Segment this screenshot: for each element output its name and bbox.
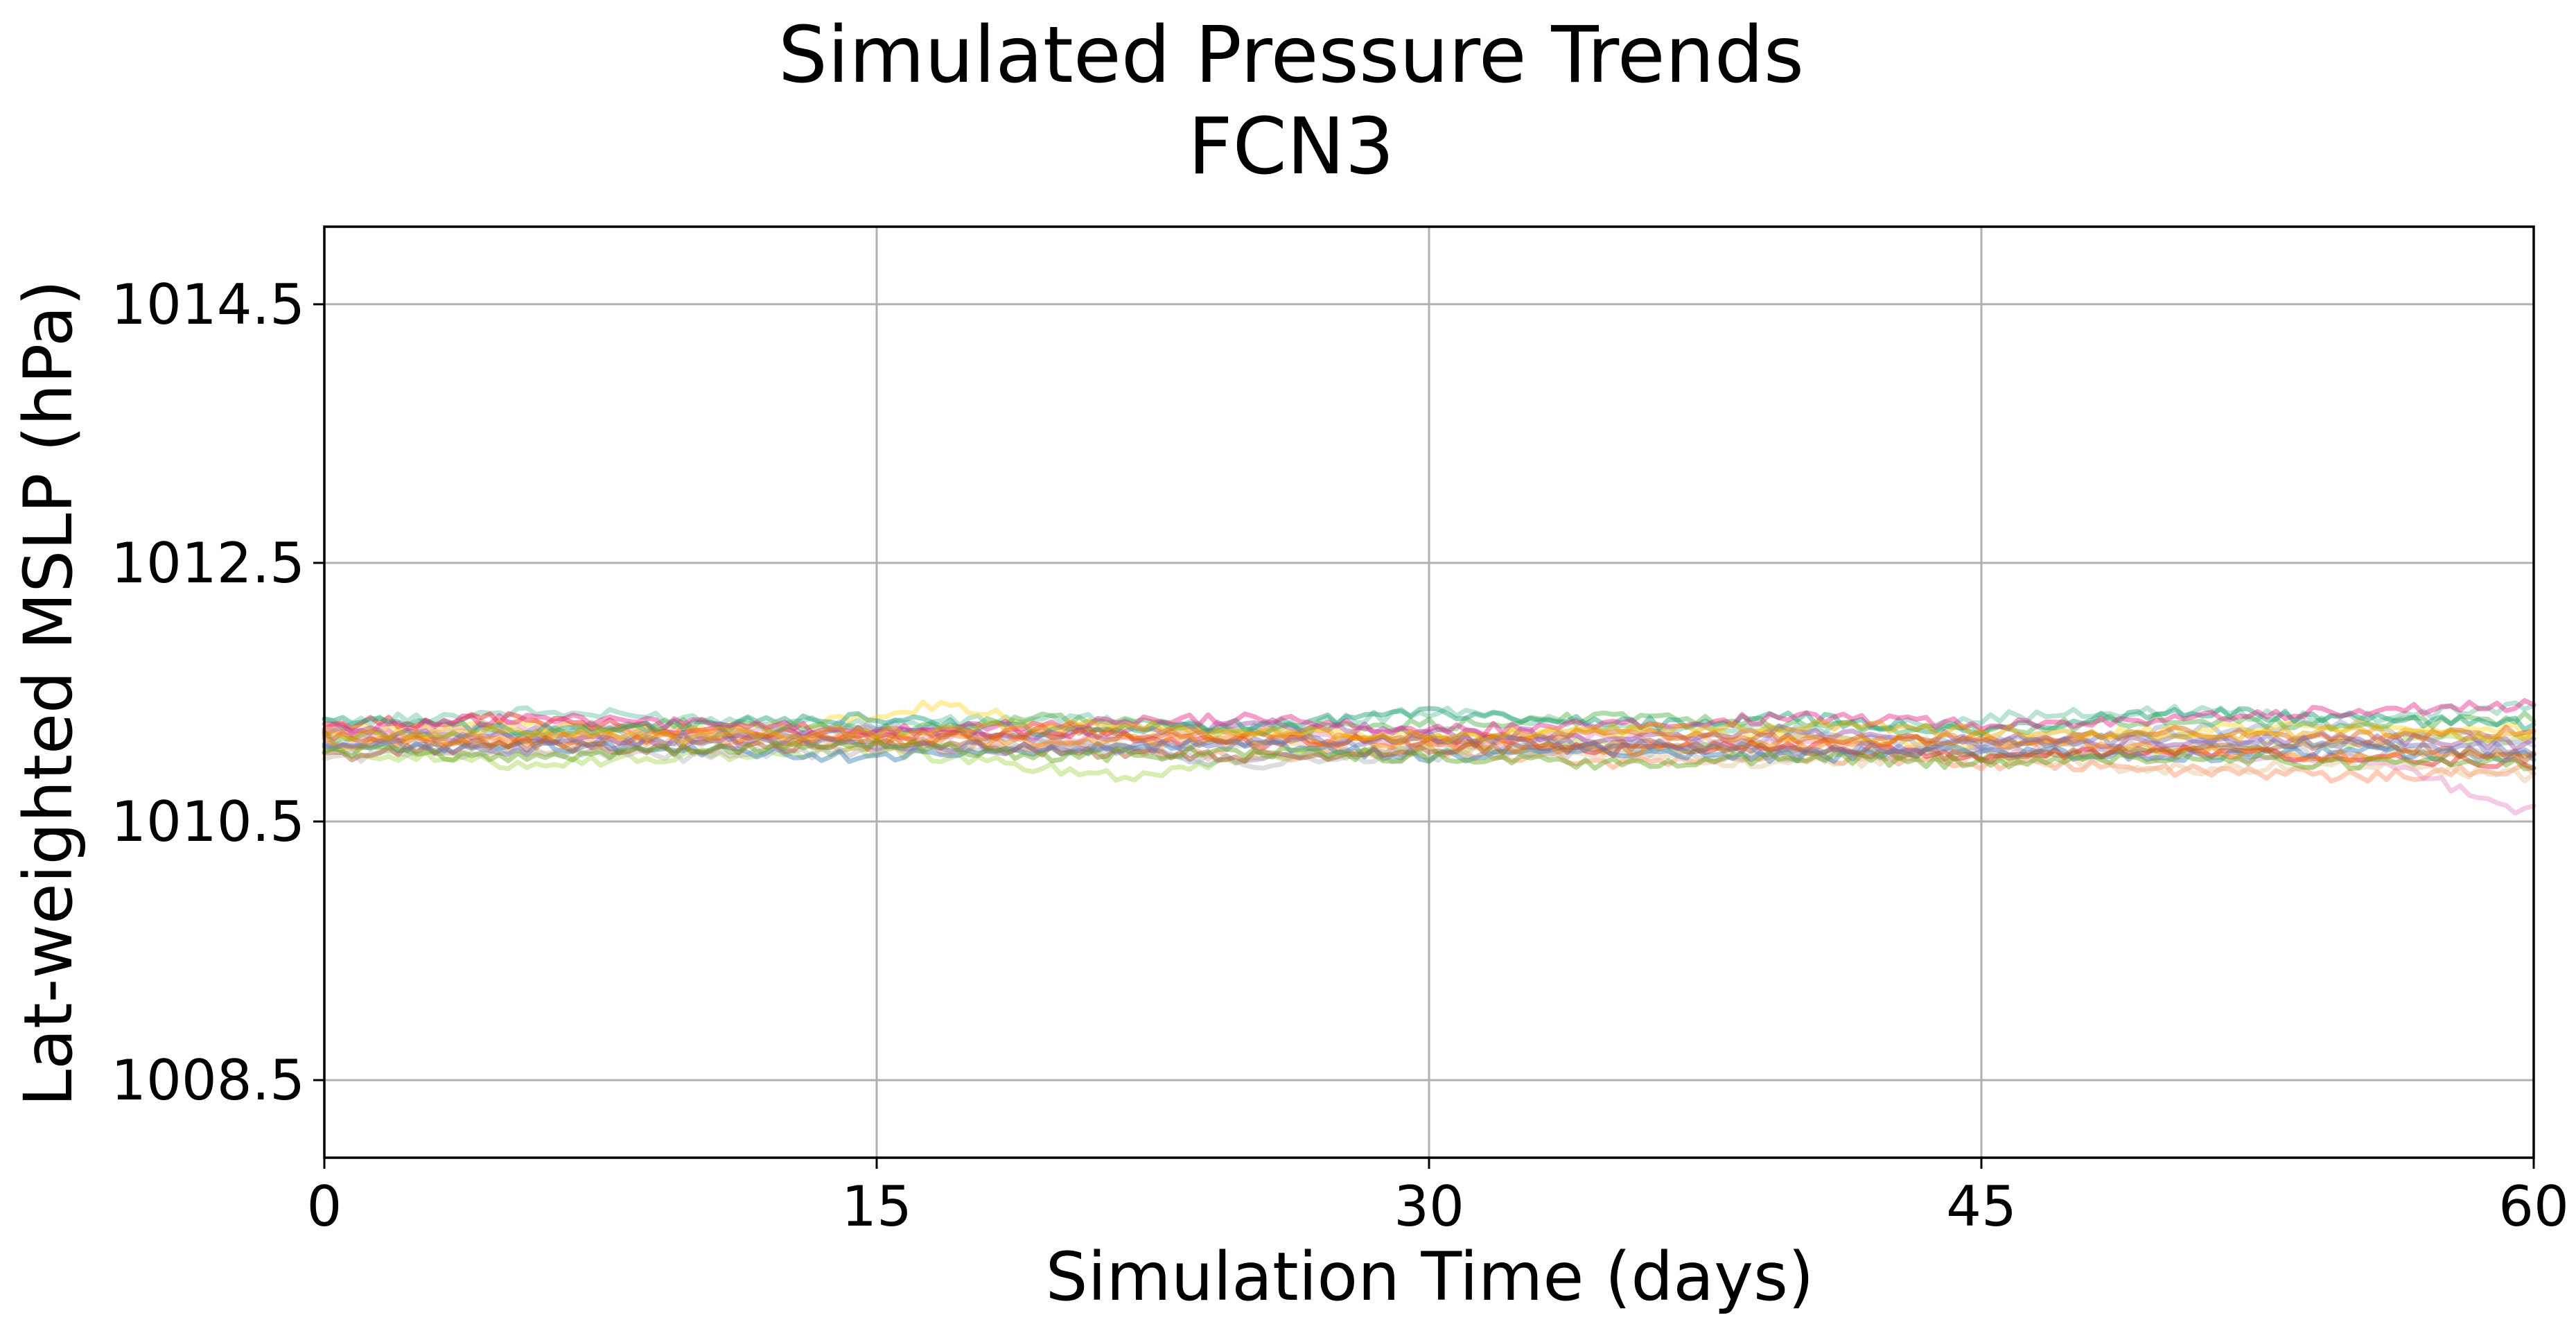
ensemble-member-line [322,731,2536,783]
ensemble-member-line [322,724,2536,752]
ensemble-member-line [322,698,2536,738]
grid-lines [323,227,2535,1158]
ensemble-member-line [322,711,2536,771]
y-tick-label: 1012.5 [111,531,305,595]
series-lines [322,698,2536,816]
ensemble-member-line [322,737,2536,765]
x-tick-label: 30 [1394,1174,1464,1239]
chart-title: Simulated Pressure Trends [778,10,1804,101]
axis-ticks: 0 15 30 45 60 1008.5 1010.5 1012.5 1014.5 [111,272,2569,1239]
ensemble-member-line [322,717,2536,768]
x-tick-label: 15 [841,1174,912,1239]
ensemble-member-line [322,700,2536,739]
y-tick-label: 1014.5 [111,272,305,337]
ensemble-member-line [322,738,2536,771]
ensemble-member-line [322,730,2536,784]
ensemble-member-line [322,718,2536,746]
ensemble-member-line [322,729,2536,758]
ensemble-member-line [322,717,2536,751]
ensemble-member-line [322,699,2536,751]
x-tick-label: 45 [1946,1174,2017,1239]
ensemble-member-line [322,737,2536,772]
x-axis-label: Simulation Time (days) [1046,1238,1814,1316]
y-axis-label: Lat-weighted MSLP (hPa) [10,280,87,1107]
x-tick-label: 0 [307,1174,342,1239]
ensemble-member-line [322,728,2536,784]
ensemble-member-line [322,718,2536,816]
y-tick-label: 1008.5 [111,1048,305,1113]
y-tick-label: 1010.5 [111,790,305,854]
chart-subtitle: FCN3 [1188,102,1394,192]
ensemble-member-line [322,706,2536,738]
ensemble-member-line [322,723,2536,765]
x-tick-label: 60 [2498,1174,2569,1239]
ensemble-member-line [322,710,2536,745]
ensemble-member-line [322,738,2536,765]
